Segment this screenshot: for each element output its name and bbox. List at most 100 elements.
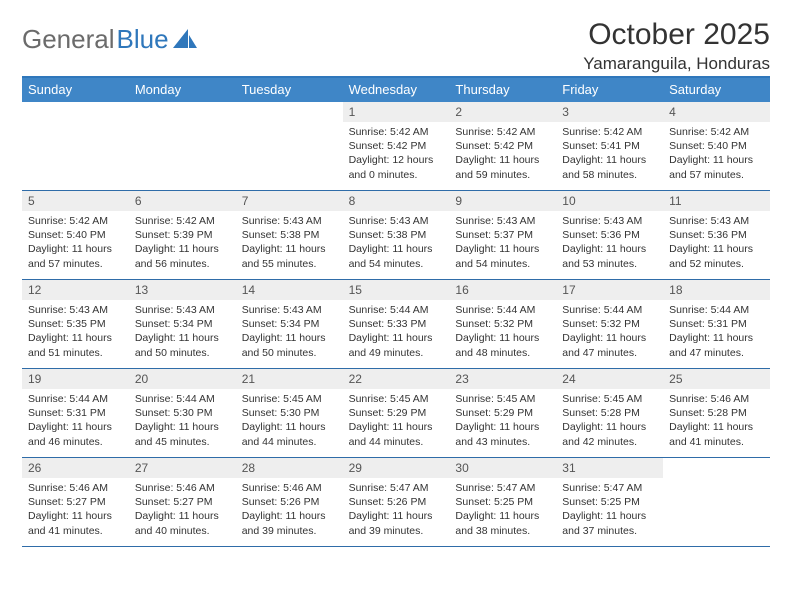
day-details: Sunrise: 5:44 AMSunset: 5:31 PMDaylight:… [22,389,129,455]
brand-part2: Blue [117,24,169,55]
day-details: Sunrise: 5:43 AMSunset: 5:38 PMDaylight:… [343,211,450,277]
day-cell: 10Sunrise: 5:43 AMSunset: 5:36 PMDayligh… [556,191,663,279]
sunset-line: Sunset: 5:33 PM [349,317,444,331]
day-cell: 27Sunrise: 5:46 AMSunset: 5:27 PMDayligh… [129,458,236,546]
day-number: 8 [343,191,450,211]
sunrise-line: Sunrise: 5:43 AM [242,214,337,228]
weekday-header: Friday [556,78,663,102]
sunset-line: Sunset: 5:31 PM [669,317,764,331]
day-details: Sunrise: 5:44 AMSunset: 5:33 PMDaylight:… [343,300,450,366]
sunrise-line: Sunrise: 5:44 AM [28,392,123,406]
daylight-line: Daylight: 11 hours and 54 minutes. [455,242,550,270]
daylight-line: Daylight: 11 hours and 39 minutes. [242,509,337,537]
daylight-line: Daylight: 11 hours and 56 minutes. [135,242,230,270]
sunrise-line: Sunrise: 5:45 AM [349,392,444,406]
weekday-header: Tuesday [236,78,343,102]
day-cell [22,102,129,190]
daylight-line: Daylight: 11 hours and 44 minutes. [242,420,337,448]
sunset-line: Sunset: 5:28 PM [562,406,657,420]
day-cell: 25Sunrise: 5:46 AMSunset: 5:28 PMDayligh… [663,369,770,457]
daylight-line: Daylight: 11 hours and 55 minutes. [242,242,337,270]
day-cell [129,102,236,190]
day-details: Sunrise: 5:42 AMSunset: 5:39 PMDaylight:… [129,211,236,277]
day-number: 14 [236,280,343,300]
sunset-line: Sunset: 5:39 PM [135,228,230,242]
day-details: Sunrise: 5:43 AMSunset: 5:36 PMDaylight:… [663,211,770,277]
day-details: Sunrise: 5:45 AMSunset: 5:30 PMDaylight:… [236,389,343,455]
day-cell: 8Sunrise: 5:43 AMSunset: 5:38 PMDaylight… [343,191,450,279]
day-cell: 21Sunrise: 5:45 AMSunset: 5:30 PMDayligh… [236,369,343,457]
sunrise-line: Sunrise: 5:42 AM [28,214,123,228]
day-cell: 19Sunrise: 5:44 AMSunset: 5:31 PMDayligh… [22,369,129,457]
day-cell: 4Sunrise: 5:42 AMSunset: 5:40 PMDaylight… [663,102,770,190]
sunrise-line: Sunrise: 5:43 AM [28,303,123,317]
daylight-line: Daylight: 11 hours and 52 minutes. [669,242,764,270]
day-details: Sunrise: 5:43 AMSunset: 5:34 PMDaylight:… [236,300,343,366]
sunset-line: Sunset: 5:38 PM [242,228,337,242]
day-cell: 28Sunrise: 5:46 AMSunset: 5:26 PMDayligh… [236,458,343,546]
day-details: Sunrise: 5:47 AMSunset: 5:26 PMDaylight:… [343,478,450,544]
sunset-line: Sunset: 5:27 PM [135,495,230,509]
sunset-line: Sunset: 5:32 PM [562,317,657,331]
sunrise-line: Sunrise: 5:45 AM [562,392,657,406]
daylight-line: Daylight: 11 hours and 42 minutes. [562,420,657,448]
sunset-line: Sunset: 5:36 PM [562,228,657,242]
day-number: 21 [236,369,343,389]
day-cell: 22Sunrise: 5:45 AMSunset: 5:29 PMDayligh… [343,369,450,457]
sunset-line: Sunset: 5:26 PM [242,495,337,509]
day-cell [663,458,770,546]
sunset-line: Sunset: 5:30 PM [135,406,230,420]
month-title: October 2025 [583,18,770,52]
day-number: 19 [22,369,129,389]
day-cell: 29Sunrise: 5:47 AMSunset: 5:26 PMDayligh… [343,458,450,546]
day-number: 16 [449,280,556,300]
daylight-line: Daylight: 11 hours and 46 minutes. [28,420,123,448]
sunset-line: Sunset: 5:35 PM [28,317,123,331]
day-number: 30 [449,458,556,478]
top-bar: GeneralBlue October 2025 Yamaranguila, H… [22,18,770,74]
sunrise-line: Sunrise: 5:44 AM [349,303,444,317]
sunset-line: Sunset: 5:29 PM [455,406,550,420]
daylight-line: Daylight: 11 hours and 50 minutes. [135,331,230,359]
day-details: Sunrise: 5:42 AMSunset: 5:40 PMDaylight:… [663,122,770,188]
day-cell [236,102,343,190]
day-cell: 20Sunrise: 5:44 AMSunset: 5:30 PMDayligh… [129,369,236,457]
calendar-page: GeneralBlue October 2025 Yamaranguila, H… [0,0,792,547]
sunset-line: Sunset: 5:28 PM [669,406,764,420]
day-number: 23 [449,369,556,389]
sunset-line: Sunset: 5:42 PM [349,139,444,153]
day-number: 3 [556,102,663,122]
day-number: 24 [556,369,663,389]
sunrise-line: Sunrise: 5:47 AM [562,481,657,495]
sunset-line: Sunset: 5:40 PM [669,139,764,153]
daylight-line: Daylight: 11 hours and 41 minutes. [669,420,764,448]
day-details: Sunrise: 5:45 AMSunset: 5:28 PMDaylight:… [556,389,663,455]
day-number: 4 [663,102,770,122]
brand-part1: General [22,24,115,55]
daylight-line: Daylight: 11 hours and 48 minutes. [455,331,550,359]
day-details: Sunrise: 5:44 AMSunset: 5:30 PMDaylight:… [129,389,236,455]
sunrise-line: Sunrise: 5:42 AM [455,125,550,139]
weekday-header: Sunday [22,78,129,102]
daylight-line: Daylight: 11 hours and 45 minutes. [135,420,230,448]
daylight-line: Daylight: 11 hours and 47 minutes. [669,331,764,359]
sunrise-line: Sunrise: 5:47 AM [349,481,444,495]
sunrise-line: Sunrise: 5:46 AM [242,481,337,495]
sunset-line: Sunset: 5:36 PM [669,228,764,242]
daylight-line: Daylight: 11 hours and 37 minutes. [562,509,657,537]
day-details: Sunrise: 5:42 AMSunset: 5:42 PMDaylight:… [343,122,450,188]
day-cell: 16Sunrise: 5:44 AMSunset: 5:32 PMDayligh… [449,280,556,368]
weekday-header: Thursday [449,78,556,102]
daylight-line: Daylight: 11 hours and 40 minutes. [135,509,230,537]
daylight-line: Daylight: 11 hours and 44 minutes. [349,420,444,448]
sunset-line: Sunset: 5:34 PM [242,317,337,331]
day-number: 17 [556,280,663,300]
day-cell: 7Sunrise: 5:43 AMSunset: 5:38 PMDaylight… [236,191,343,279]
day-number: 15 [343,280,450,300]
sunrise-line: Sunrise: 5:47 AM [455,481,550,495]
week-row: 19Sunrise: 5:44 AMSunset: 5:31 PMDayligh… [22,369,770,458]
weekday-header: Wednesday [343,78,450,102]
daylight-line: Daylight: 11 hours and 39 minutes. [349,509,444,537]
day-cell: 6Sunrise: 5:42 AMSunset: 5:39 PMDaylight… [129,191,236,279]
daylight-line: Daylight: 11 hours and 53 minutes. [562,242,657,270]
